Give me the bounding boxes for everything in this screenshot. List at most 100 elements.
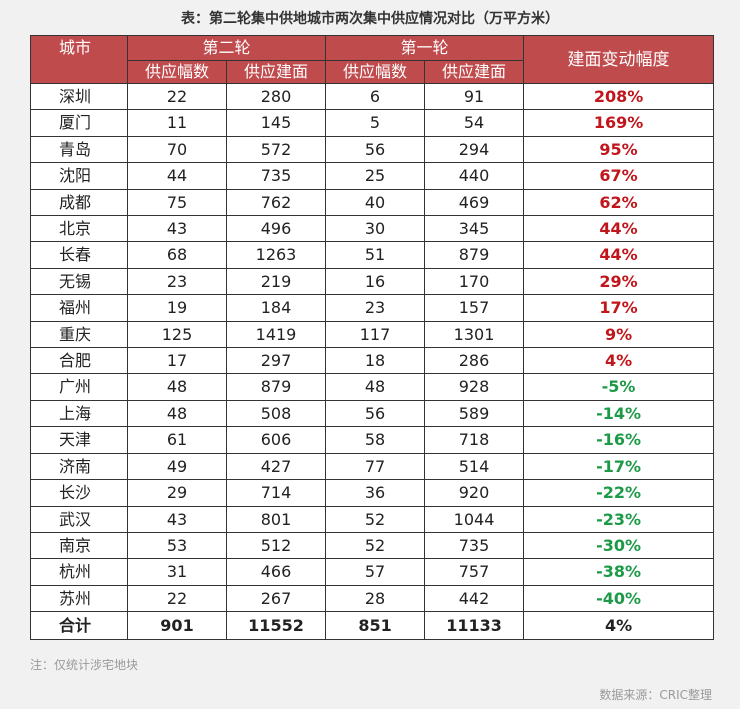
change-cell: 208% — [523, 82, 715, 111]
round2-area-cell: 512 — [225, 531, 327, 560]
city-cell: 苏州 — [30, 584, 128, 613]
table-row: 福州 19 184 23 157 17% — [30, 294, 715, 322]
change-cell: -38% — [523, 558, 715, 586]
change-cell: -17% — [523, 452, 715, 481]
round1-count-cell: 57 — [325, 558, 426, 586]
round2-area-cell: 280 — [225, 82, 327, 111]
table-row: 济南 49 427 77 514 -17% — [30, 452, 715, 481]
round2-count-cell: 48 — [127, 399, 227, 428]
city-cell: 沈阳 — [30, 162, 128, 190]
change-cell: -16% — [523, 426, 715, 454]
total-round2-area-cell: 11552 — [225, 611, 327, 641]
round1-count-cell: 6 — [325, 82, 426, 111]
round2-count-cell: 23 — [127, 267, 227, 296]
round1-area-cell: 345 — [424, 215, 525, 243]
change-cell: 62% — [523, 188, 715, 217]
city-cell: 合肥 — [30, 347, 128, 375]
round2-count-cell: 75 — [127, 188, 227, 217]
round2-count-cell: 48 — [127, 373, 227, 401]
header-round1-count: 供应幅数 — [325, 60, 426, 84]
table-row: 苏州 22 267 28 442 -40% — [30, 584, 715, 613]
table-row: 上海 48 508 56 589 -14% — [30, 399, 715, 428]
total-change-cell: 4% — [523, 611, 715, 641]
round2-area-cell: 267 — [225, 584, 327, 613]
change-cell: -22% — [523, 479, 715, 507]
change-cell: -5% — [523, 373, 715, 401]
round2-count-cell: 11 — [127, 109, 227, 137]
round1-count-cell: 56 — [325, 135, 426, 164]
round2-area-cell: 145 — [225, 109, 327, 137]
city-cell: 长春 — [30, 241, 128, 269]
table-row: 广州 48 879 48 928 -5% — [30, 373, 715, 401]
change-cell: 169% — [523, 109, 715, 137]
change-cell: -40% — [523, 584, 715, 613]
city-cell: 杭州 — [30, 558, 128, 586]
city-cell: 北京 — [30, 215, 128, 243]
round1-area-cell: 170 — [424, 267, 525, 296]
data-source: 数据来源：CRIC整理 — [599, 688, 712, 702]
round1-count-cell: 5 — [325, 109, 426, 137]
round2-count-cell: 17 — [127, 347, 227, 375]
city-cell: 广州 — [30, 373, 128, 401]
total-row: 合计 901 11552 851 11133 4% — [30, 611, 715, 641]
round2-area-cell: 572 — [225, 135, 327, 164]
round1-area-cell: 157 — [424, 294, 525, 322]
footnote: 注：仅统计涉宅地块 — [30, 658, 139, 672]
round2-count-cell: 29 — [127, 479, 227, 507]
round2-count-cell: 44 — [127, 162, 227, 190]
round2-count-cell: 22 — [127, 584, 227, 613]
round2-count-cell: 53 — [127, 531, 227, 560]
header-round2: 第二轮 — [126, 35, 327, 61]
round1-count-cell: 77 — [325, 452, 426, 481]
round2-count-cell: 22 — [127, 82, 227, 111]
round1-count-cell: 117 — [325, 320, 426, 349]
header-round1-area: 供应建面 — [424, 60, 525, 84]
change-cell: -23% — [523, 505, 715, 533]
round2-area-cell: 219 — [225, 267, 327, 296]
round2-area-cell: 427 — [225, 452, 327, 481]
round1-area-cell: 757 — [424, 558, 525, 586]
round2-area-cell: 297 — [225, 347, 327, 375]
change-cell: 9% — [523, 320, 715, 349]
city-cell: 厦门 — [30, 109, 128, 137]
city-cell: 深圳 — [30, 82, 128, 111]
header-round2-count: 供应幅数 — [127, 60, 227, 84]
header-round2-area: 供应建面 — [225, 60, 327, 84]
round2-area-cell: 508 — [225, 399, 327, 428]
round1-area-cell: 928 — [424, 373, 525, 401]
round2-count-cell: 61 — [127, 426, 227, 454]
round2-area-cell: 466 — [225, 558, 327, 586]
total-round1-count-cell: 851 — [325, 611, 426, 641]
round2-area-cell: 801 — [225, 505, 327, 533]
round1-count-cell: 25 — [325, 162, 426, 190]
table-row: 沈阳 44 735 25 440 67% — [30, 162, 715, 190]
round1-area-cell: 879 — [424, 241, 525, 269]
header-round1: 第一轮 — [325, 35, 525, 61]
table-row: 长沙 29 714 36 920 -22% — [30, 479, 715, 507]
round1-count-cell: 40 — [325, 188, 426, 217]
total-round2-count-cell: 901 — [127, 611, 227, 641]
round1-area-cell: 718 — [424, 426, 525, 454]
round1-area-cell: 294 — [424, 135, 525, 164]
round2-count-cell: 43 — [127, 215, 227, 243]
round1-area-cell: 514 — [424, 452, 525, 481]
round1-count-cell: 28 — [325, 584, 426, 613]
table-header: 城市 第二轮 第一轮 建面变动幅度 供应幅数 供应建面 供应幅数 供应建面 — [30, 35, 715, 84]
round1-count-cell: 52 — [325, 505, 426, 533]
round1-area-cell: 469 — [424, 188, 525, 217]
city-cell: 武汉 — [30, 505, 128, 533]
table-row: 无锡 23 219 16 170 29% — [30, 267, 715, 296]
round2-area-cell: 184 — [225, 294, 327, 322]
round2-count-cell: 68 — [127, 241, 227, 269]
city-cell: 南京 — [30, 531, 128, 560]
table-row: 天津 61 606 58 718 -16% — [30, 426, 715, 454]
table-body: 深圳 22 280 6 91 208% 厦门 11 145 5 54 169% 青岛 70 572 56 294… — [30, 82, 715, 641]
round2-count-cell: 31 — [127, 558, 227, 586]
table-row: 成都 75 762 40 469 62% — [30, 188, 715, 217]
round2-area-cell: 762 — [225, 188, 327, 217]
table-row: 长春 68 1263 51 879 44% — [30, 241, 715, 269]
round2-count-cell: 125 — [127, 320, 227, 349]
round1-count-cell: 48 — [325, 373, 426, 401]
round1-count-cell: 58 — [325, 426, 426, 454]
round1-area-cell: 920 — [424, 479, 525, 507]
